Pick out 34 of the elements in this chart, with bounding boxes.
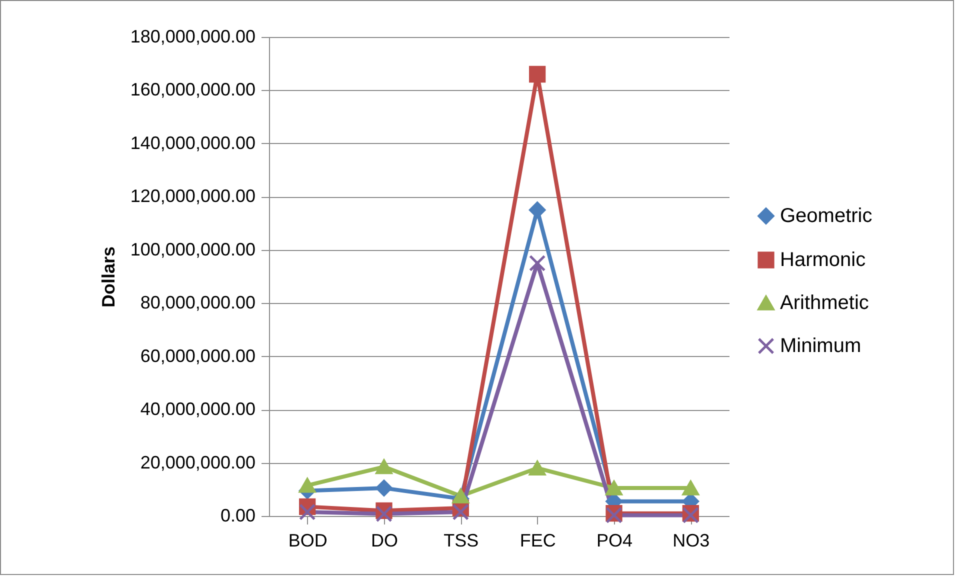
point bbox=[682, 480, 699, 496]
legend-label: Harmonic bbox=[780, 249, 866, 271]
legend-label: Geometric bbox=[780, 205, 872, 227]
point bbox=[529, 202, 546, 218]
y-axis-title: Dollars bbox=[98, 246, 118, 308]
y-tick-label: 140,000,000.00 bbox=[130, 132, 256, 153]
x-tick-label: FEC bbox=[520, 530, 556, 550]
point bbox=[529, 254, 546, 272]
y-tick-label: 180,000,000.00 bbox=[130, 26, 256, 46]
y-tick-label: 80,000,000.00 bbox=[140, 292, 256, 313]
point bbox=[529, 66, 546, 83]
x-tick-label: NO3 bbox=[672, 530, 710, 550]
y-tick-label: 20,000,000.00 bbox=[140, 452, 256, 472]
x-tick-label: PO4 bbox=[596, 530, 633, 550]
point bbox=[376, 480, 392, 496]
point bbox=[452, 488, 469, 504]
point bbox=[376, 459, 392, 474]
y-tick-label: 100,000,000.00 bbox=[130, 239, 256, 260]
point bbox=[299, 504, 316, 520]
legend-label: Minimum bbox=[780, 335, 862, 357]
y-tick-label: 160,000,000.00 bbox=[130, 80, 256, 100]
y-tick-label: 60,000,000.00 bbox=[140, 346, 256, 366]
point bbox=[606, 480, 622, 496]
point bbox=[452, 504, 469, 520]
x-tick-label: DO bbox=[371, 530, 398, 550]
point bbox=[299, 478, 316, 493]
point bbox=[376, 506, 392, 522]
legend-label: Arithmetic bbox=[780, 292, 869, 314]
y-tick-label: 120,000,000.00 bbox=[130, 186, 256, 206]
y-tick-label: 40,000,000.00 bbox=[140, 399, 256, 420]
x-tick-label: BOD bbox=[288, 530, 328, 550]
point bbox=[529, 460, 546, 476]
x-tick-label: TSS bbox=[444, 530, 479, 550]
y-tick-label: 0.00 bbox=[220, 506, 256, 526]
